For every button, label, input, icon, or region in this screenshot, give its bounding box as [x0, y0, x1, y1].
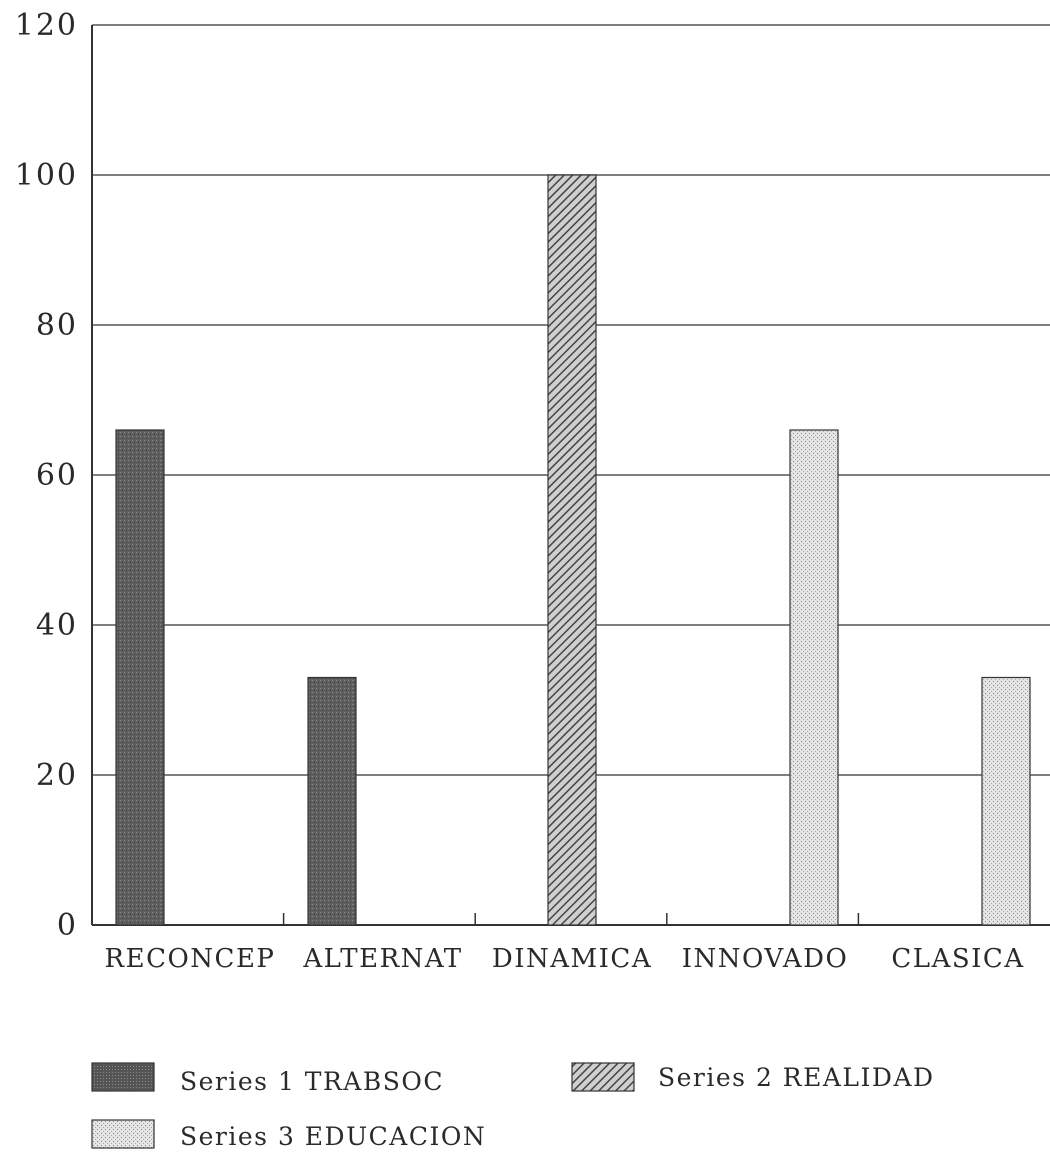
- y-tick-label: 80: [36, 308, 78, 343]
- y-tick-labels: 0 20 40 60 80 100 120: [15, 8, 78, 943]
- bars: [115, 174, 1031, 926]
- y-tick-label: 120: [15, 8, 78, 43]
- bar-alternat: [307, 676, 357, 926]
- y-tick-label: 100: [15, 158, 78, 193]
- bar-reconcep: [115, 429, 165, 926]
- legend: Series 1 TRABSOC Series 2 REALIDAD Series …: [91, 1062, 935, 1151]
- category-label: CLASICA: [891, 944, 1024, 974]
- category-label: DINAMICA: [492, 944, 652, 974]
- legend-label: Series 3 EDUCACION: [180, 1122, 486, 1149]
- legend-swatch: [91, 1119, 155, 1149]
- legend-label: Series 2 REALIDAD: [658, 1063, 935, 1092]
- bar-innovado: [789, 429, 839, 926]
- bar-dinamica: [547, 174, 597, 926]
- category-label: RECONCEP: [105, 944, 276, 974]
- y-tick-label: 40: [36, 608, 78, 643]
- category-labels: RECONCEP ALTERNAT DINAMICA INNOVADO CLASICA: [105, 944, 1024, 974]
- legend-swatch: [91, 1062, 155, 1092]
- legend-label: Series 1 TRABSOC: [180, 1067, 444, 1096]
- category-label: INNOVADO: [682, 944, 849, 974]
- y-tick-label: 20: [36, 758, 78, 793]
- category-label: ALTERNAT: [302, 944, 462, 974]
- y-tick-label: 60: [36, 458, 78, 493]
- y-tick-label: 0: [57, 908, 78, 943]
- bar-clasica: [981, 676, 1031, 926]
- legend-swatch: [571, 1062, 635, 1092]
